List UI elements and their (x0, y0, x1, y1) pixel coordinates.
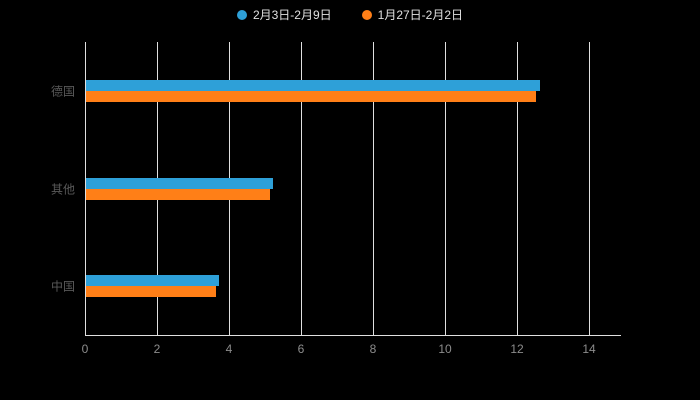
bar-德国-series1[interactable] (86, 90, 536, 102)
x-axis-tick-label: 0 (81, 342, 89, 356)
y-axis-category-label: 中国 (50, 279, 75, 294)
chart-legend: 2月3日-2月9日 1月27日-2月2日 (0, 8, 700, 22)
legend-marker-week2-icon (236, 10, 247, 20)
gridline (301, 42, 302, 335)
bar-德国-series0[interactable] (86, 79, 540, 91)
legend-label-week2: 2月3日-2月9日 (252, 8, 332, 22)
x-axis-tick-label: 14 (582, 342, 596, 356)
gridline (85, 42, 86, 335)
legend-item-week2[interactable]: 2月3日-2月9日 (236, 8, 332, 22)
x-axis-tick-label: 4 (225, 342, 233, 356)
x-axis-tick-label: 6 (297, 342, 305, 356)
x-axis-tick-label: 2 (153, 342, 161, 356)
bar-其他-series1[interactable] (86, 188, 270, 200)
gridline (589, 42, 590, 335)
legend-item-week1[interactable]: 1月27日-2月2日 (361, 8, 464, 22)
gridline (517, 42, 518, 335)
gridline (445, 42, 446, 335)
y-axis-category-label: 德国 (50, 84, 75, 99)
bar-其他-series0[interactable] (86, 177, 274, 189)
x-axis-tick-label: 12 (510, 342, 524, 356)
bar-中国-series0[interactable] (86, 275, 220, 287)
x-axis-tick-label: 10 (438, 342, 452, 356)
y-axis-category-label: 其他 (50, 182, 75, 196)
gridline (373, 42, 374, 335)
legend-marker-week1-icon (361, 10, 372, 20)
x-axis-tick-label: 8 (369, 342, 377, 356)
bar-中国-series1[interactable] (86, 286, 216, 298)
x-axis-line (85, 335, 621, 336)
legend-label-week1: 1月27日-2月2日 (377, 8, 464, 22)
